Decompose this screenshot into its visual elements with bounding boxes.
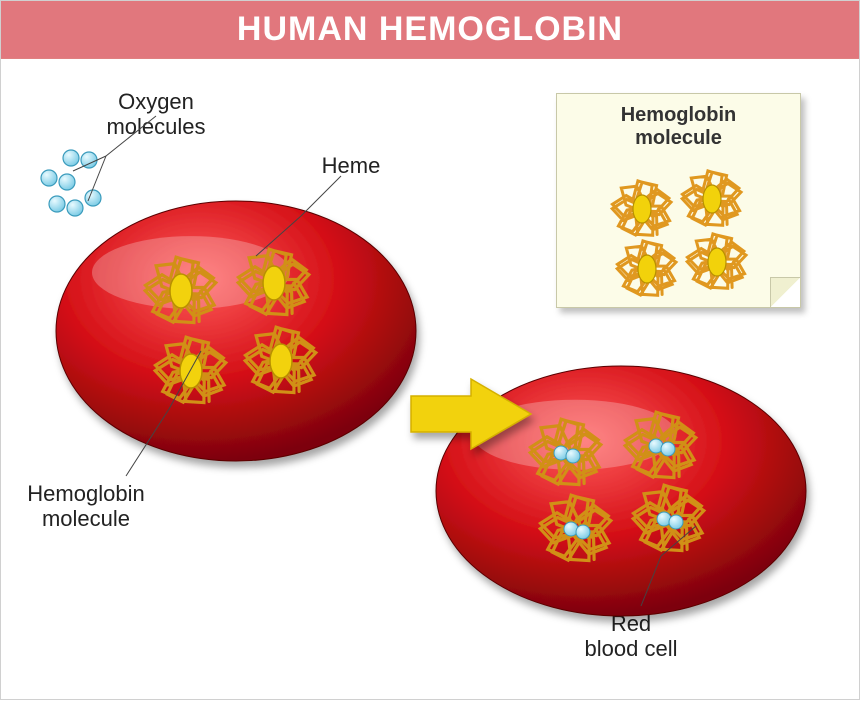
label-oxygen-molecules: Oxygenmolecules xyxy=(66,89,246,140)
label-hemoglobin-molecule: Hemoglobinmolecule xyxy=(0,481,176,532)
note-title: Hemoglobinmolecule xyxy=(557,104,800,150)
note-folded-corner xyxy=(770,277,800,307)
label-red-blood-cell: Redblood cell xyxy=(541,611,721,662)
diagram-frame: HUMAN HEMOGLOBIN Hemoglobinmolecule Oxyg… xyxy=(0,0,860,700)
note-hemoglobin-molecule: Hemoglobinmolecule xyxy=(556,93,801,308)
title-bar: HUMAN HEMOGLOBIN xyxy=(1,1,859,59)
page-title: HUMAN HEMOGLOBIN xyxy=(237,10,623,49)
label-heme: Heme xyxy=(261,153,441,178)
note-title-text: Hemoglobinmolecule xyxy=(621,104,737,149)
